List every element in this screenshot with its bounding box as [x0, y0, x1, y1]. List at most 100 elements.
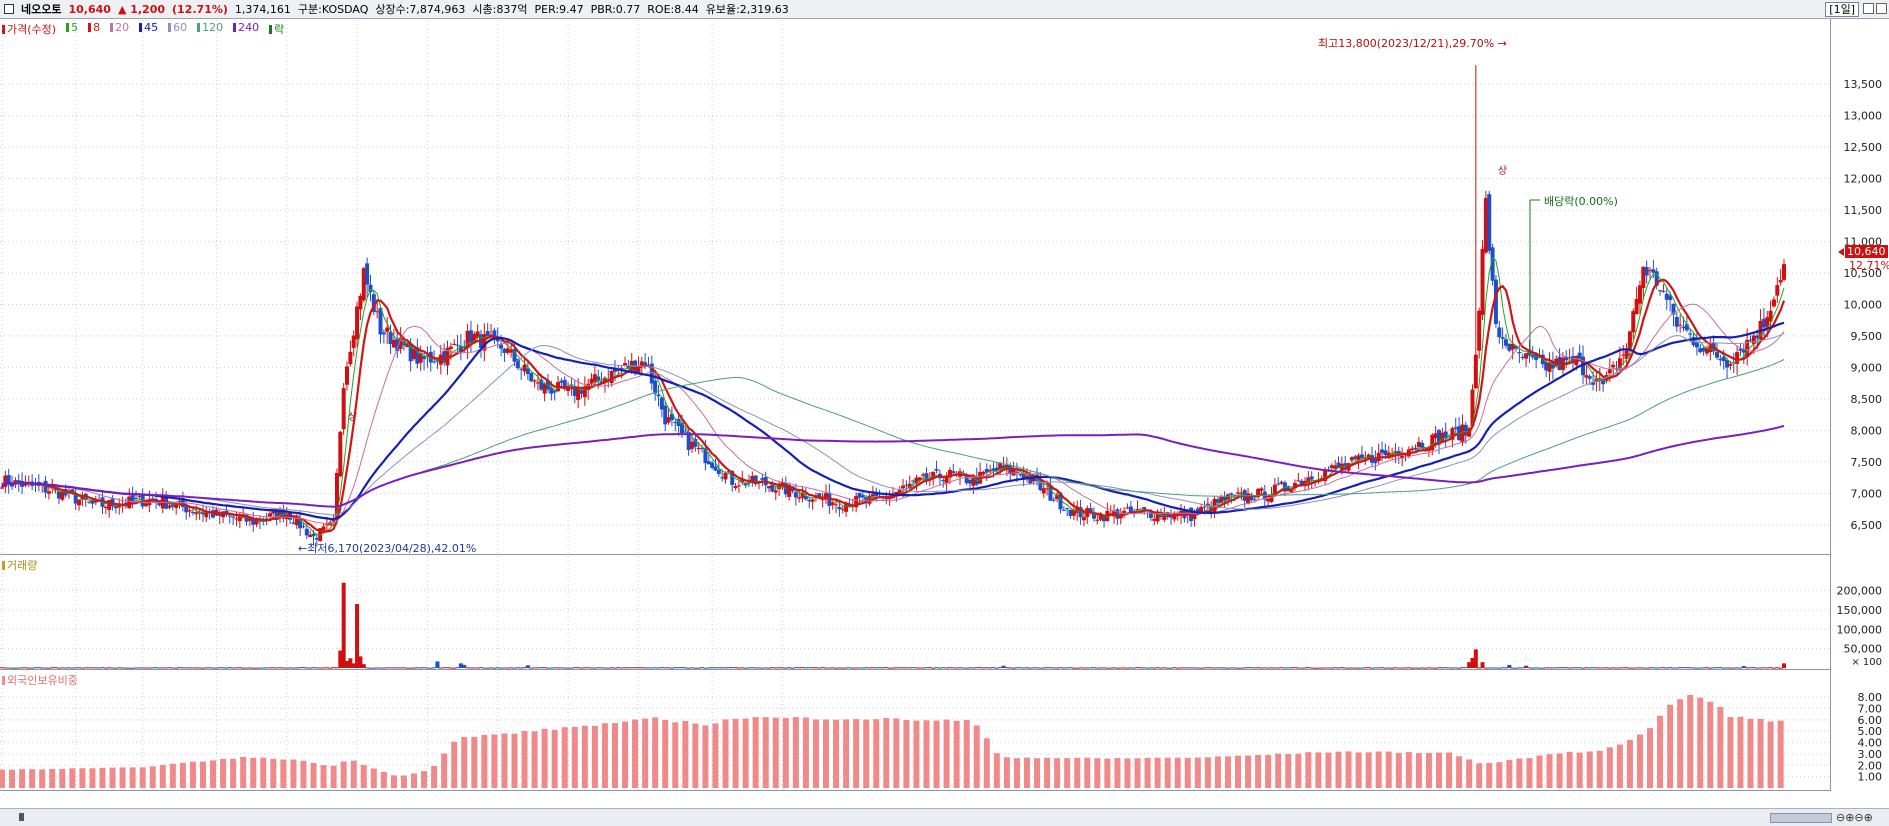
- candle-body: [1761, 318, 1766, 328]
- volume-bar: [753, 667, 758, 669]
- minimize-icon[interactable]: [1863, 3, 1874, 14]
- volume-bar: [194, 667, 199, 669]
- volume-bar: [1292, 667, 1297, 669]
- volume-bar: [937, 667, 942, 669]
- candle-body: [87, 501, 92, 503]
- per-value: PER:9.47: [534, 2, 584, 16]
- candle-body: [1155, 511, 1160, 522]
- candle-body: [820, 499, 825, 501]
- volume-bar: [1035, 667, 1040, 669]
- candle-body: [1011, 469, 1016, 476]
- foreign-bar: [220, 758, 227, 788]
- volume-bar: [468, 667, 473, 669]
- candle-body: [1641, 266, 1646, 288]
- candle-body: [1366, 454, 1371, 459]
- foreign-bar: [79, 768, 86, 788]
- foreign-bar: [169, 763, 176, 788]
- candle-body: [1115, 509, 1120, 519]
- candle-body: [1292, 482, 1297, 489]
- volume-bar: [254, 667, 259, 669]
- volume-bar: [589, 667, 594, 669]
- volume-bar: [301, 667, 306, 669]
- volume-bar: [743, 667, 748, 669]
- candle-body: [1148, 512, 1153, 518]
- foreign-bar: [1355, 752, 1362, 788]
- volume-bar: [368, 667, 373, 669]
- candle-body: [1061, 509, 1066, 511]
- volume-bar: [1627, 667, 1632, 669]
- foreign-bar: [1596, 750, 1603, 788]
- candle-body: [669, 413, 674, 421]
- foreign-tick-label: 5.00: [1858, 725, 1883, 738]
- zoom-icons[interactable]: ⊖⊕⊖⊕: [1836, 811, 1873, 824]
- foreign-bar: [1194, 757, 1201, 788]
- candle-body: [1725, 359, 1730, 368]
- candle-body: [750, 475, 755, 482]
- candle-body: [589, 378, 594, 384]
- volume-bar: [324, 667, 329, 669]
- candle-body: [1674, 316, 1679, 327]
- volume-bar: [227, 667, 232, 669]
- volume-bar: [1212, 667, 1217, 669]
- foreign-bar: [843, 719, 850, 788]
- volume-bar: [860, 667, 865, 669]
- volume-bar: [690, 667, 695, 669]
- volume-bar: [803, 667, 808, 669]
- volume-bar: [110, 667, 115, 669]
- price-panel[interactable]: 가격(수정) 5 8 20 45 60 120 240 락: [0, 19, 1830, 555]
- candle-body: [93, 500, 98, 503]
- volume-bar: [509, 667, 514, 669]
- candle-body: [746, 482, 751, 484]
- chart-scrollbar[interactable]: ⊖⊕⊖⊕: [0, 808, 1889, 826]
- candle-body: [90, 499, 95, 504]
- candle-body: [1497, 327, 1502, 338]
- chart-canvas[interactable]: 13,50013,00012,50012,00011,50011,00010,5…: [0, 0, 1889, 791]
- foreign-bar: [250, 757, 257, 788]
- foreign-bar: [461, 737, 468, 788]
- candle-body: [653, 380, 658, 394]
- price-legend: 가격(수정) 5 8 20 45 60 120 240 락: [2, 21, 294, 37]
- volume-bar: [144, 667, 149, 669]
- volume-bar: [887, 667, 892, 669]
- stock-name[interactable]: 네오오토: [21, 3, 62, 16]
- foreign-bar: [1335, 751, 1342, 788]
- volume-bar: [1728, 667, 1733, 669]
- foreign-bar: [551, 729, 558, 788]
- foreign-bar: [210, 760, 217, 788]
- volume-bar: [730, 667, 735, 669]
- candle-body: [730, 471, 735, 485]
- x-axis: [0, 791, 1889, 808]
- foreign-bar: [1586, 751, 1593, 788]
- roe-value: ROE:8.44: [647, 2, 699, 16]
- candle-body: [1068, 509, 1073, 516]
- foreign-panel[interactable]: 외국인보유비중: [0, 670, 1830, 791]
- volume-bar: [505, 667, 510, 669]
- volume-bar: [321, 667, 326, 669]
- foreign-bar: [712, 723, 719, 788]
- foreign-bar: [1546, 754, 1553, 788]
- volume-bar: [1574, 667, 1579, 669]
- scroll-left-icon[interactable]: [6, 813, 24, 821]
- candle-body: [1473, 354, 1478, 389]
- volume-bar: [696, 667, 701, 669]
- candle-body: [720, 477, 725, 479]
- candle-body: [385, 327, 390, 332]
- volume-bar: [1045, 667, 1050, 669]
- volume-panel[interactable]: 거래량: [0, 555, 1830, 670]
- volume-bar: [1148, 667, 1153, 669]
- volume-bar: [592, 667, 597, 669]
- scroll-thumb[interactable]: [1770, 813, 1832, 823]
- candle-body: [1239, 492, 1244, 494]
- period-selector[interactable]: [1일]: [1825, 2, 1859, 17]
- candle-body: [1333, 465, 1338, 469]
- volume-bar: [844, 667, 849, 669]
- volume-bar: [817, 667, 822, 669]
- volume-bar: [693, 667, 698, 669]
- foreign-bar: [330, 765, 337, 788]
- candle-body: [1544, 362, 1549, 371]
- volume-bar: [1611, 667, 1616, 669]
- volume-bar: [1426, 667, 1431, 669]
- select-checkbox[interactable]: [4, 4, 14, 14]
- price-tick-label: 10,000: [1844, 298, 1883, 311]
- close-icon[interactable]: [1876, 3, 1887, 14]
